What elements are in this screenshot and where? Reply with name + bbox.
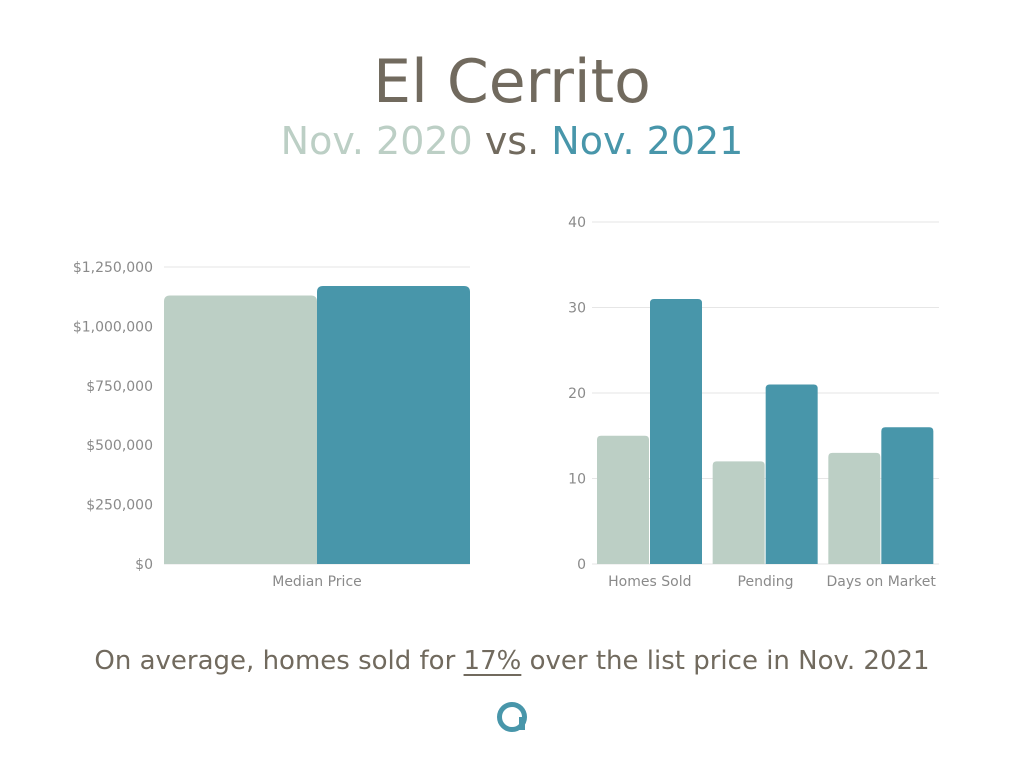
subtitle-period-2021: Nov. 2021 (551, 119, 744, 163)
chart2-bar-homes-sold-nov-2020 (597, 435, 649, 564)
chart1-y-tick-label: $0 (135, 557, 153, 573)
chart2-x-tick-label: Homes Sold (608, 574, 691, 590)
chart2-bar-homes-sold-nov-2021 (650, 298, 702, 564)
chart2-y-tick-label: 20 (568, 386, 586, 402)
footnote-percentage: 17% (463, 646, 522, 676)
chart1-x-tick-label: Median Price (272, 574, 362, 590)
chart1-y-tick-label: $750,000 (86, 379, 153, 395)
footnote-prefix: On average, homes sold for (94, 646, 464, 676)
chart2-bar-pending-nov-2021 (765, 384, 818, 564)
chart2-bar-days-on-market-nov-2020 (828, 452, 881, 564)
chart2-y-tick-label: 30 (568, 301, 586, 317)
subtitle-period-2020: Nov. 2020 (280, 119, 473, 163)
chart2-bar-pending-nov-2020 (712, 461, 765, 564)
footnote: On average, homes sold for 17% over the … (0, 644, 1024, 678)
chart1-y-tick-label: $1,000,000 (73, 319, 153, 335)
brand-logo-icon (497, 702, 527, 732)
footnote-suffix: over the list price in Nov. 2021 (521, 646, 930, 676)
chart1-y-tick-label: $250,000 (86, 498, 153, 514)
chart1-bar-median-price-nov-2021 (317, 286, 470, 564)
chart1-y-tick-label: $500,000 (86, 438, 153, 454)
chart2-y-tick-label: 0 (577, 557, 586, 573)
chart1-y-tick-label: $1,250,000 (73, 260, 153, 276)
page-title: El Cerrito (373, 47, 651, 117)
chart2-x-tick-label: Days on Market (826, 574, 936, 590)
chart2-y-tick-label: 40 (568, 215, 586, 231)
chart2-x-tick-label: Pending (738, 574, 794, 590)
subtitle-versus: vs. (484, 119, 540, 163)
chart2-y-tick-label: 10 (568, 472, 586, 488)
chart2-bar-days-on-market-nov-2021 (881, 427, 934, 564)
chart1-bar-median-price-nov-2020 (164, 295, 317, 564)
page-subtitle: Nov. 2020 vs. Nov. 2021 (0, 118, 1024, 164)
